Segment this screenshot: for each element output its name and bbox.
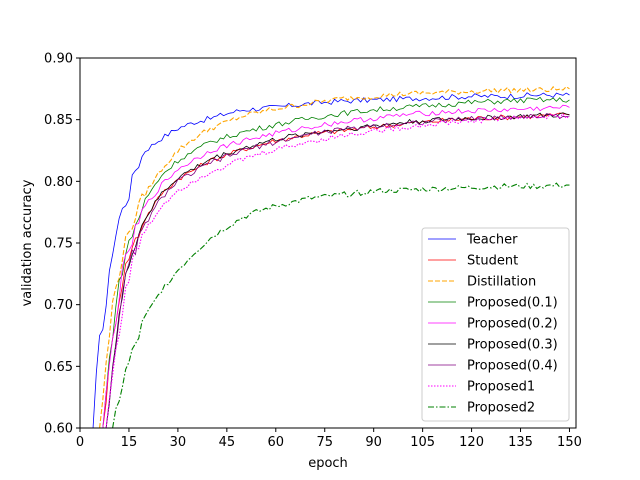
legend-label-4: Proposed(0.2) [467, 317, 558, 332]
y-tick-label: 0.85 [44, 113, 73, 128]
x-tick-label: 15 [121, 435, 138, 450]
x-tick-label: 75 [316, 435, 333, 450]
series-line-6 [105, 113, 570, 428]
series-line-8 [112, 182, 570, 428]
series-line-0 [92, 92, 570, 428]
series-line-7 [105, 113, 570, 428]
x-tick-label: 30 [170, 435, 187, 450]
x-axis-ticks: 0 15 30 45 60 75 90 105 120 135 150 [76, 428, 582, 450]
x-tick-label: 0 [76, 435, 84, 450]
x-tick-label: 150 [557, 435, 582, 450]
x-tick-label: 90 [365, 435, 382, 450]
y-tick-label: 0.75 [44, 237, 73, 252]
y-tick-label: 0.90 [44, 52, 73, 67]
series-line-4 [102, 104, 570, 428]
y-axis-label: validation accuracy [20, 179, 35, 306]
series-line-3 [102, 96, 570, 428]
x-tick-label: 120 [459, 435, 484, 450]
series-line-5 [105, 112, 570, 428]
legend-label-8: Proposed2 [467, 401, 535, 416]
legend-label-6: Proposed(0.4) [467, 359, 558, 374]
y-axis-ticks: 0.60 0.65 0.70 0.75 0.80 0.85 0.90 [44, 52, 80, 437]
legend-label-5: Proposed(0.3) [467, 338, 558, 353]
x-tick-label: 60 [268, 435, 285, 450]
legend-label-7: Proposed1 [467, 380, 535, 395]
x-tick-label: 45 [219, 435, 236, 450]
series-line-2 [99, 85, 570, 428]
y-tick-label: 0.70 [44, 298, 73, 313]
legend-label-0: Teacher [466, 233, 518, 248]
series-lines [92, 85, 570, 428]
legend-label-3: Proposed(0.1) [467, 296, 558, 311]
y-tick-label: 0.65 [44, 360, 73, 375]
x-axis-label: epoch [308, 456, 348, 471]
legend-box [421, 227, 570, 422]
y-tick-label: 0.80 [44, 175, 73, 190]
x-tick-label: 105 [410, 435, 435, 450]
legend: Teacher Student Distillation Proposed(0.1) P… [421, 227, 570, 422]
legend-label-1: Student [467, 254, 518, 269]
legend-label-2: Distillation [467, 275, 536, 290]
y-tick-label: 0.60 [44, 422, 73, 437]
x-tick-label: 135 [508, 435, 533, 450]
